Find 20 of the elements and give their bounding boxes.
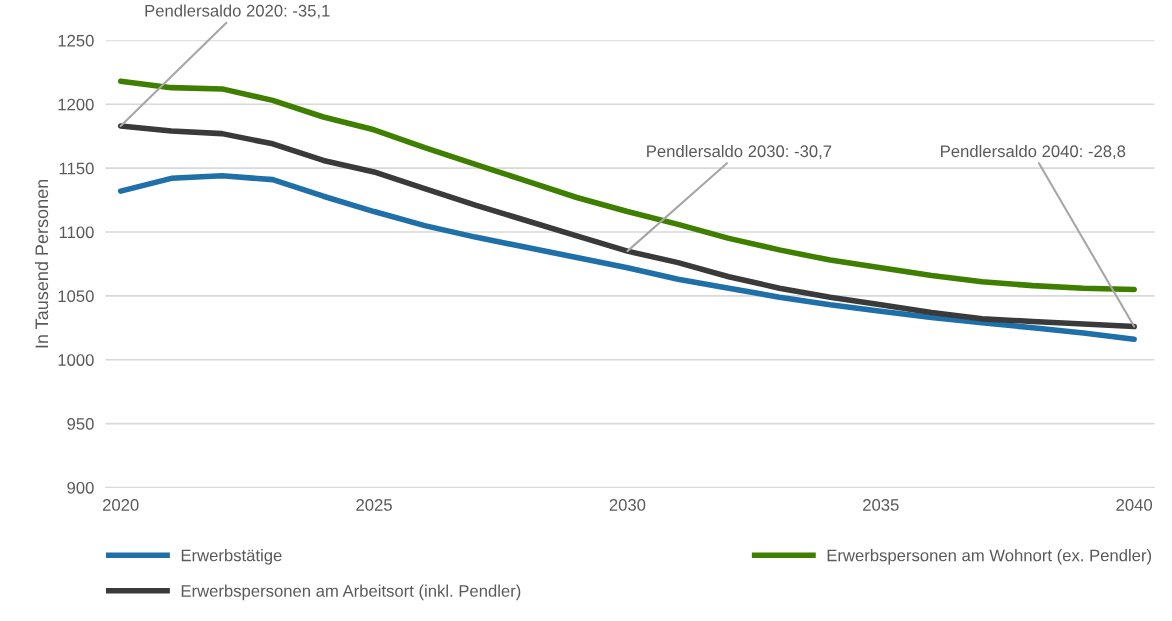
legend-label: Erwerbspersonen am Arbeitsort (inkl. Pendler)	[181, 584, 521, 601]
annotation: Pendlersaldo 2030: -30,7	[647, 144, 832, 160]
y-tick-label: 1000	[58, 354, 94, 366]
legend-label: Erwerbstätige	[181, 549, 282, 565]
legend-label: Erwerbspersonen am Wohnort (ex. Pendler)	[827, 549, 1152, 565]
annotation: Pendlersaldo 2020: -35,1	[145, 4, 330, 19]
x-tick-label: 2030	[609, 499, 646, 511]
y-tick-label: 1200	[58, 98, 94, 111]
y-tick-label: 1050	[58, 290, 94, 303]
y-tick-label: 1150	[59, 162, 94, 175]
x-tick-label: 2020	[102, 499, 139, 511]
y-tick-label: 900	[67, 481, 94, 494]
annotation: Pendlersaldo 2040: -28,8	[941, 144, 1126, 160]
x-tick-label: 2025	[356, 499, 392, 511]
x-tick-label: 2035	[863, 499, 899, 511]
x-tick-label: 2040	[1116, 499, 1153, 511]
y-tick-label: 1250	[58, 34, 94, 47]
y-axis-title: In Tausend Personen	[34, 179, 49, 348]
y-tick-label: 950	[67, 418, 94, 430]
y-tick-label: 1100	[59, 226, 94, 239]
